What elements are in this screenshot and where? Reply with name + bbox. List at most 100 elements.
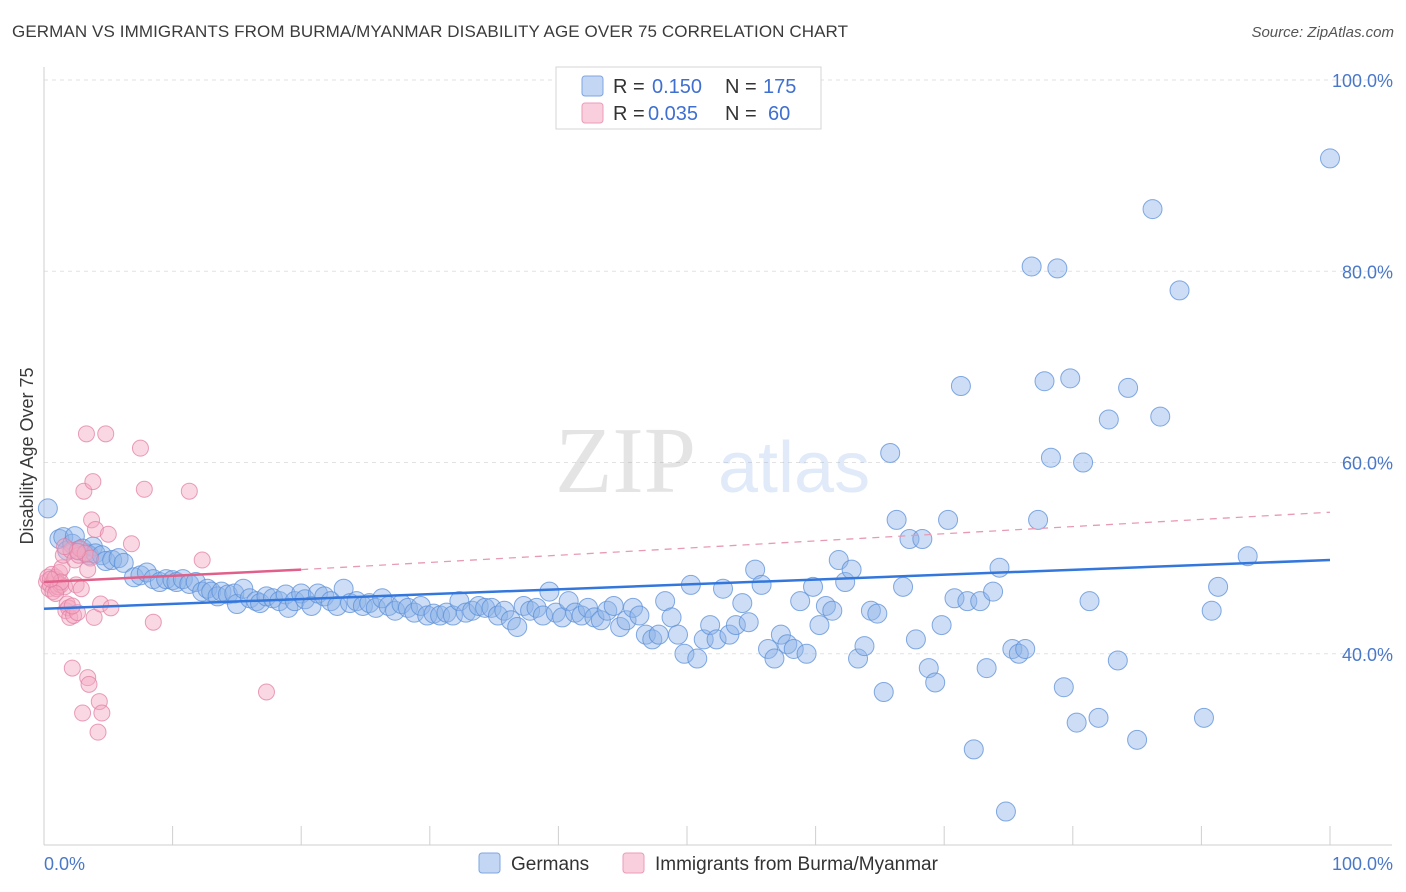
point-germans (1142, 199, 1163, 220)
point-germans (893, 576, 914, 597)
point-germans (1098, 409, 1119, 430)
point-burma (63, 659, 81, 677)
point-germans (841, 559, 862, 580)
legend-n-value-1: 175 (763, 76, 796, 98)
point-burma (63, 597, 81, 615)
point-germans (783, 638, 804, 659)
point-germans (770, 624, 791, 645)
point-germans (674, 643, 695, 664)
legend-n-label-1: N = (725, 76, 757, 98)
point-germans (365, 597, 386, 618)
point-germans (577, 597, 598, 618)
point-burma (135, 480, 153, 498)
chart-source: Source: ZipAtlas.com (1251, 24, 1394, 41)
point-germans (809, 615, 830, 636)
series-burma-points (38, 425, 275, 741)
point-burma (53, 559, 71, 577)
x-tick-labels: 0.0% 100.0% (44, 854, 1393, 874)
bottom-legend-label-burma: Immigrants from Burma/Myanmar (655, 854, 939, 875)
x-tick-label: 100.0% (1332, 854, 1393, 874)
point-germans (475, 597, 496, 618)
bottom-legend-swatch-germans (478, 852, 501, 874)
point-germans (822, 600, 843, 621)
point-germans (91, 545, 112, 566)
legend-r-value-2: 0.035 (648, 103, 698, 125)
legend-n-label-2: N = (725, 103, 757, 125)
point-burma (93, 704, 111, 722)
legend-swatch-burma (581, 102, 604, 124)
point-germans (1150, 406, 1171, 427)
point-germans (950, 376, 971, 396)
point-germans (1053, 677, 1074, 698)
point-germans (738, 612, 759, 633)
point-germans (1040, 447, 1061, 468)
point-germans (983, 581, 1004, 602)
point-germans (905, 629, 926, 650)
point-germans (995, 801, 1016, 822)
point-germans (1066, 712, 1087, 733)
bottom-legend-swatch-burma (622, 852, 645, 874)
point-germans (886, 509, 907, 530)
trend-line-burma (43, 568, 302, 584)
y-tick-label: 40.0% (1342, 645, 1393, 665)
point-germans (1088, 707, 1109, 728)
point-burma (68, 542, 86, 560)
legend-r-value-1: 0.150 (652, 76, 702, 98)
bottom-legend-label-germans: Germans (511, 854, 589, 875)
point-germans (616, 610, 637, 631)
point-burma (79, 561, 97, 579)
point-burma (41, 570, 59, 588)
point-germans (687, 648, 708, 669)
point-germans (1060, 368, 1081, 389)
point-germans (507, 616, 528, 637)
point-burma (56, 538, 74, 556)
point-burma (180, 482, 198, 500)
point-germans (1047, 258, 1068, 279)
point-germans (790, 591, 811, 612)
point-germans (558, 591, 579, 612)
x-tick-label: 0.0% (44, 854, 85, 874)
watermark-atlas: atlas (718, 428, 870, 508)
point-germans (1127, 729, 1148, 750)
point-burma (257, 683, 275, 701)
y-tick-labels: 40.0% 60.0% 80.0% 100.0% (1332, 71, 1393, 665)
point-germans (1028, 509, 1049, 530)
point-burma (75, 482, 93, 500)
point-germans (629, 605, 650, 626)
point-germans (745, 559, 766, 580)
point-burma (144, 613, 162, 631)
point-germans (751, 574, 772, 595)
point-germans (758, 638, 779, 659)
point-germans (494, 600, 515, 621)
point-germans (867, 603, 888, 624)
point-germans (963, 739, 984, 760)
point-germans (925, 672, 946, 693)
y-tick-label: 80.0% (1342, 262, 1393, 282)
point-germans (938, 509, 959, 530)
chart-title: GERMAN VS IMMIGRANTS FROM BURMA/MYANMAR … (12, 22, 849, 41)
point-germans (1015, 638, 1036, 659)
legend-r-label-2: R = (613, 103, 645, 125)
legend-box: R = 0.150 N = 175 R = 0.035 N = 60 (555, 66, 822, 130)
point-burma (131, 439, 149, 457)
point-germans (233, 578, 254, 599)
point-burma (193, 551, 211, 569)
legend-swatch-germans (581, 75, 604, 97)
point-germans (1201, 600, 1222, 621)
grid-lines (44, 79, 1392, 655)
watermark: ZIP atlas (555, 409, 870, 513)
point-germans (1193, 707, 1214, 728)
point-burma (102, 599, 120, 617)
point-germans (764, 648, 785, 669)
trend-lines (43, 511, 1331, 611)
y-tick-label: 100.0% (1332, 71, 1393, 91)
point-germans (1208, 576, 1229, 597)
point-germans (880, 442, 901, 463)
point-germans (1021, 256, 1042, 277)
point-germans (732, 593, 753, 614)
point-burma (84, 473, 102, 491)
point-germans (539, 581, 560, 602)
point-germans (976, 658, 997, 679)
y-axis-label: Disability Age Over 75 (17, 367, 37, 544)
